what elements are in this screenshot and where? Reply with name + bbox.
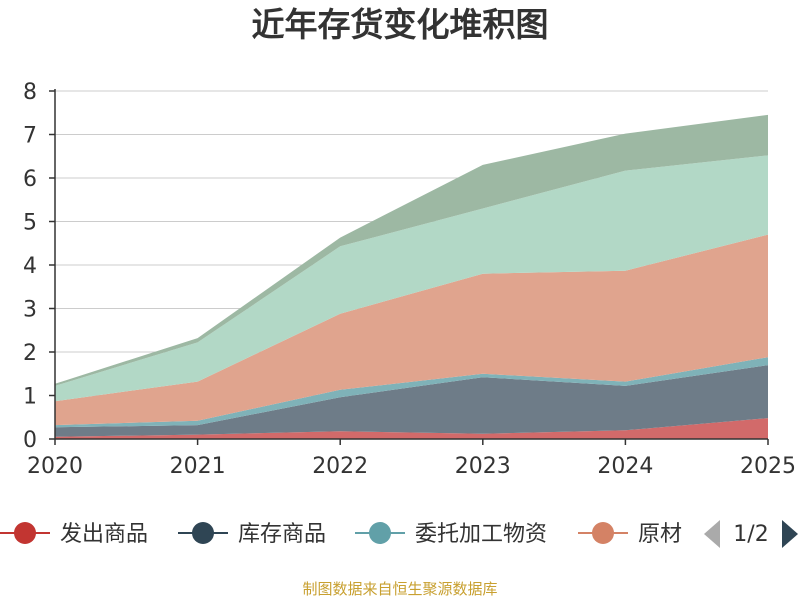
x-tick-label: 2020 <box>27 454 83 479</box>
x-tick-label: 2021 <box>170 454 226 479</box>
legend-marker <box>592 522 614 544</box>
legend-items: 发出商品 库存商品 委托加工物资 原材 <box>0 522 682 547</box>
legend-label: 发出商品 <box>60 522 148 547</box>
y-tick-label: 6 <box>23 167 37 192</box>
legend-pager[interactable]: 1/2 <box>704 520 798 548</box>
area-series-4 <box>55 155 768 402</box>
y-tick-label: 3 <box>23 298 37 323</box>
legend-marker <box>14 522 36 544</box>
legend-label: 委托加工物资 <box>415 522 547 547</box>
y-tick-label: 8 <box>23 80 37 105</box>
x-tick-labels: 2020 2021 2022 2023 2024 2025 <box>27 454 796 479</box>
y-tick-labels: 0 1 2 3 4 5 6 7 8 <box>23 80 37 453</box>
area-series-group <box>55 114 768 439</box>
legend-label: 原材 <box>638 522 682 547</box>
legend-item[interactable]: 发出商品 <box>0 522 148 547</box>
y-tick-label: 2 <box>23 341 37 366</box>
source-note: 制图数据来自恒生聚源数据库 <box>302 580 497 598</box>
x-tick-label: 2023 <box>455 454 511 479</box>
legend-item[interactable]: 委托加工物资 <box>355 522 547 547</box>
legend-item[interactable]: 库存商品 <box>178 522 326 547</box>
x-tick-label: 2022 <box>312 454 368 479</box>
legend-item[interactable]: 原材 <box>578 522 682 547</box>
area-series-3 <box>55 234 768 426</box>
area-series-5 <box>55 114 768 386</box>
y-tick-label: 0 <box>23 428 37 453</box>
legend-marker <box>192 522 214 544</box>
x-tick-label: 2024 <box>597 454 653 479</box>
y-tick-label: 5 <box>23 211 37 236</box>
area-series-0 <box>55 418 768 439</box>
pager-indicator: 1/2 <box>733 522 768 547</box>
legend-label: 库存商品 <box>238 522 326 547</box>
area-series-1 <box>55 365 768 437</box>
y-tick-label: 1 <box>23 385 37 410</box>
legend: 发出商品 库存商品 委托加工物资 原材 <box>0 522 682 547</box>
y-tick-label: 7 <box>23 124 37 149</box>
y-tick-label: 4 <box>23 254 37 279</box>
x-tick-label: 2025 <box>740 454 796 479</box>
pager-prev-icon[interactable] <box>704 520 720 548</box>
legend-marker <box>369 522 391 544</box>
axes <box>49 89 769 445</box>
pager-next-icon[interactable] <box>782 520 798 548</box>
chart-title: 近年存货变化堆积图 <box>252 5 549 44</box>
